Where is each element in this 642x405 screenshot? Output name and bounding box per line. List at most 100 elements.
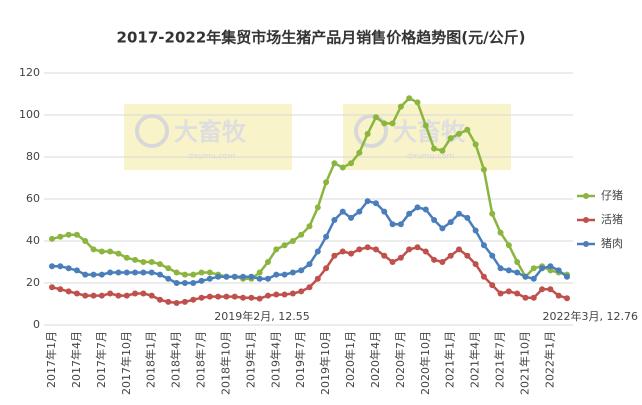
point	[57, 233, 64, 240]
point	[148, 292, 155, 299]
point	[530, 294, 537, 301]
point	[331, 160, 338, 167]
point	[505, 242, 512, 249]
point	[231, 273, 238, 280]
point	[339, 164, 346, 171]
point	[389, 259, 396, 265]
point	[198, 277, 205, 284]
point	[447, 219, 454, 226]
point	[107, 248, 114, 255]
x-tick-label: 2017年7月	[94, 331, 108, 388]
y-tick-label: 120	[19, 66, 40, 79]
point	[555, 292, 562, 299]
point	[447, 252, 454, 259]
point	[497, 229, 504, 236]
point	[49, 263, 55, 270]
point	[464, 214, 471, 221]
point	[73, 267, 80, 274]
x-tick-label: 2020年7月	[393, 331, 407, 388]
point	[464, 126, 471, 133]
point	[140, 290, 147, 297]
x-tick-label: 2019年4月	[268, 331, 282, 388]
x-tick-label: 2021年7月	[493, 331, 507, 388]
point	[98, 271, 105, 278]
point	[389, 120, 396, 127]
point	[397, 103, 404, 110]
point	[173, 280, 180, 286]
point	[339, 248, 346, 255]
y-tick-label: 60	[26, 192, 40, 205]
point	[156, 261, 163, 268]
point	[256, 275, 263, 282]
point	[190, 280, 197, 286]
point	[555, 267, 562, 274]
point	[90, 271, 97, 278]
point	[522, 294, 529, 301]
point	[198, 269, 205, 276]
point	[497, 265, 504, 272]
point	[281, 242, 288, 249]
point	[231, 293, 238, 300]
point	[57, 263, 64, 270]
point	[273, 246, 280, 253]
point	[123, 269, 130, 276]
point	[364, 130, 371, 137]
point	[264, 259, 271, 265]
point	[65, 265, 72, 272]
point	[397, 221, 404, 228]
point	[439, 147, 446, 154]
x-tick-label: 2021年1月	[443, 331, 457, 388]
point	[206, 293, 213, 300]
point	[431, 217, 438, 223]
point	[173, 269, 180, 276]
point	[289, 269, 296, 276]
point	[156, 296, 163, 303]
point	[480, 242, 487, 249]
point	[248, 273, 255, 280]
point	[372, 246, 379, 253]
annotation: 2022年3月, 12.76	[543, 309, 638, 323]
point	[132, 290, 139, 297]
point	[314, 204, 321, 211]
y-tick-label: 80	[26, 150, 40, 163]
point	[489, 210, 496, 217]
chart-title: 2017-2022年集贸市场生猪产品月销售价格趋势图(元/公斤)	[117, 29, 526, 47]
point	[107, 290, 114, 297]
point	[273, 271, 280, 278]
point	[422, 206, 429, 213]
point	[539, 286, 546, 293]
point	[264, 292, 271, 299]
x-tick-label: 2019年7月	[293, 331, 307, 388]
point	[256, 295, 263, 302]
point	[181, 271, 188, 278]
point	[165, 265, 172, 272]
point	[447, 135, 454, 142]
x-tick-label: 2018年10月	[218, 331, 232, 395]
legend-marker	[583, 217, 589, 223]
point	[289, 290, 296, 297]
x-tick-label: 2018年1月	[144, 331, 158, 388]
point	[273, 291, 280, 298]
point	[480, 166, 487, 173]
point	[90, 246, 97, 253]
point	[248, 294, 255, 301]
point	[348, 214, 355, 221]
point	[356, 246, 363, 253]
point	[331, 217, 338, 223]
point	[132, 269, 139, 276]
point	[240, 294, 247, 301]
point	[472, 261, 479, 268]
point	[206, 269, 213, 276]
point	[65, 231, 72, 238]
point	[49, 235, 55, 242]
watermark-url: dxumu.com	[188, 152, 236, 161]
point	[165, 298, 172, 305]
point	[431, 256, 438, 263]
point	[323, 233, 330, 240]
point	[306, 261, 313, 268]
point	[372, 114, 379, 121]
point	[456, 130, 463, 137]
x-tick-label: 2021年10月	[517, 331, 531, 395]
point	[140, 269, 147, 276]
point	[115, 250, 122, 257]
